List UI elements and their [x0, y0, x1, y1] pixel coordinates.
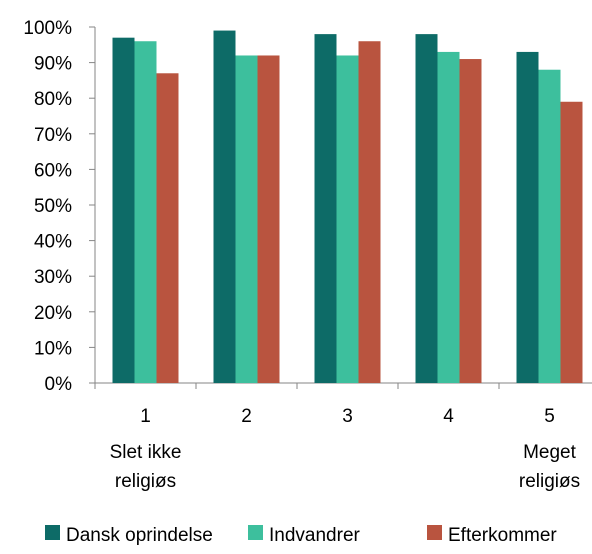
y-tick-label: 30%: [34, 267, 72, 288]
y-tick-label: 90%: [34, 54, 72, 75]
bar-indvandrer-2: [235, 55, 258, 383]
legend-label: Efterkommer: [448, 525, 557, 546]
bar-indvandrer-1: [134, 41, 157, 384]
bar-efterkommer-3: [358, 41, 381, 384]
x-tick-label: 5: [544, 406, 555, 427]
bar-indvandrer-4: [437, 51, 460, 384]
bar-indvandrer-5: [538, 69, 561, 383]
legend-swatch: [427, 525, 442, 540]
y-tick-label: 80%: [34, 89, 72, 110]
y-tick-label: 70%: [34, 125, 72, 146]
bar-dansk-oprindelse-1: [112, 37, 135, 384]
y-tick-label: 60%: [34, 160, 72, 181]
legend-label: Indvandrer: [269, 525, 361, 546]
bars: [112, 30, 583, 384]
x-tick-label: 1: [140, 406, 151, 427]
x-tick-sublabel: religiøs: [115, 471, 176, 492]
bar-efterkommer-4: [459, 59, 482, 383]
y-tick-label: 40%: [34, 232, 72, 253]
bar-dansk-oprindelse-2: [213, 30, 236, 384]
axes: 0% 10% 20% 30% 40% 50% 60% 70% 80% 90% 100%: [23, 18, 592, 395]
bar-dansk-oprindelse-3: [314, 34, 337, 384]
y-tick-label: 10%: [34, 338, 72, 359]
bar-dansk-oprindelse-5: [516, 51, 539, 384]
legend-swatch: [45, 525, 60, 540]
x-tick-label: 3: [342, 406, 353, 427]
y-tick-label: 100%: [23, 18, 72, 39]
legend-label: Dansk oprindelse: [66, 525, 213, 546]
bar-efterkommer-1: [156, 73, 179, 383]
x-tick-sublabel: religiøs: [519, 471, 580, 492]
bar-efterkommer-5: [560, 101, 583, 383]
bar-indvandrer-3: [336, 55, 359, 383]
y-tick-label: 20%: [34, 303, 72, 324]
y-tick-label: 50%: [34, 196, 72, 217]
x-tick-sublabel: Slet ikke: [110, 442, 182, 463]
legend-swatch: [248, 525, 263, 540]
legend: Dansk oprindelse Indvandrer Efterkommer: [45, 525, 557, 546]
bar-efterkommer-2: [257, 55, 280, 383]
x-tick-label: 2: [241, 406, 252, 427]
x-tick-label: 4: [443, 406, 454, 427]
bar-dansk-oprindelse-4: [415, 34, 438, 384]
y-tick-label: 0%: [45, 374, 73, 395]
x-axis-labels: 1 Slet ikke religiøs 2 3 4 5 Meget religiøs: [110, 406, 581, 492]
x-tick-sublabel: Meget: [523, 442, 577, 463]
